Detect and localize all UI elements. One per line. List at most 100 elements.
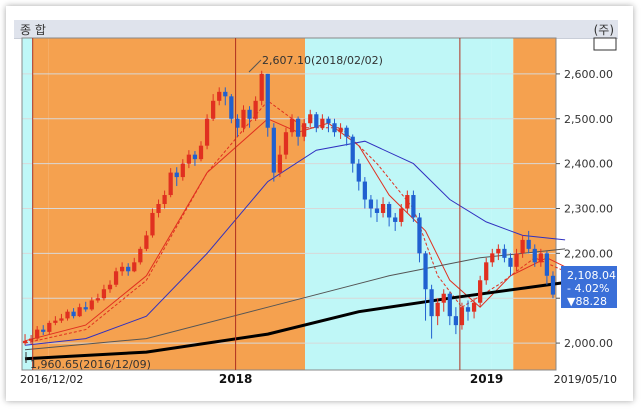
y-tick-label: 2,200.00 (564, 247, 613, 260)
candle-body (107, 284, 113, 290)
candle-body (405, 195, 410, 209)
candle-body (295, 118, 301, 137)
candle-body (120, 266, 125, 272)
band-4 (491, 38, 514, 370)
candle-body (241, 109, 246, 128)
candle-body (453, 316, 458, 326)
unit-label: (주) (593, 23, 614, 37)
candle-body (447, 293, 452, 317)
candle-body (356, 163, 361, 182)
candle-body (247, 109, 252, 119)
candle-body (368, 199, 374, 209)
candle-body (204, 118, 210, 146)
candle-body (277, 154, 283, 173)
candle-body (259, 73, 264, 101)
candle-body (332, 123, 337, 133)
candle-body (89, 300, 94, 310)
y-tick-label: 2,600.00 (564, 68, 613, 81)
candle-body (490, 253, 495, 263)
candle-body (544, 253, 550, 276)
candle-body (217, 91, 222, 101)
candle-body (126, 266, 131, 272)
x-tick-label: 2016/12/02 (20, 373, 83, 386)
candle-body (326, 118, 331, 124)
candle-body (168, 172, 173, 196)
y-tick-label: 2,400.00 (564, 158, 613, 171)
candle-body (265, 73, 270, 128)
candle-body (459, 307, 465, 326)
candle-body (302, 123, 307, 137)
value-badge-box (561, 266, 617, 308)
candle-body (35, 329, 40, 339)
candle-body (229, 96, 234, 119)
candle-body (471, 302, 477, 312)
event-lines (32, 38, 461, 370)
candle-body (526, 239, 531, 249)
candle-body (150, 212, 155, 236)
candle-body (180, 163, 185, 178)
candle-body (47, 322, 52, 332)
high-pointer (248, 59, 262, 73)
candle-body (411, 195, 416, 218)
candle-body (362, 181, 367, 200)
high-annotation: 2,607.10(2018/02/02) (262, 54, 383, 67)
candle-body (380, 204, 386, 213)
lock-icon[interactable] (593, 37, 617, 51)
candle-body (314, 114, 319, 128)
candle-body (132, 262, 137, 272)
candle-body (514, 253, 519, 267)
candle-body (113, 271, 119, 285)
candle-body (520, 239, 525, 254)
candle-body (387, 204, 392, 218)
candle-body (423, 253, 428, 290)
band-0 (22, 38, 33, 370)
candle-body (235, 118, 240, 128)
candle-body (508, 257, 513, 267)
plot-border (21, 37, 557, 371)
candle-body (253, 100, 258, 119)
ma-black-line (24, 281, 566, 361)
y-tick-label: 2,000.00 (564, 337, 613, 350)
y-tick-label: 2,300.00 (564, 202, 613, 215)
candle-body (465, 307, 471, 312)
candle-body (283, 132, 289, 155)
annotations: 2,607.10(2018/02/02) 1,960.65(2016/12/09… (25, 37, 617, 371)
candle-body (22, 340, 28, 344)
band-5 (513, 38, 556, 370)
shaded-bands (22, 38, 556, 370)
candle-body (95, 298, 100, 301)
candle-body (417, 217, 422, 254)
badge-price: 2,108.04 (567, 269, 616, 282)
gridlines (21, 37, 557, 371)
candle-body (156, 204, 161, 213)
candle-body (289, 118, 295, 133)
candle-body (550, 275, 556, 295)
badge-change: ▼88.28 (567, 295, 607, 308)
candle-body (484, 262, 489, 281)
value-badge: 2,108.04 - 4.02% ▼88.28 (561, 266, 617, 308)
candle-body (144, 235, 149, 249)
candle-body (83, 307, 88, 310)
candle-body (138, 248, 143, 263)
candle-body (308, 114, 313, 124)
candle-body (271, 127, 276, 173)
candle-body (344, 127, 349, 137)
candle-body (429, 289, 434, 317)
candle-body (162, 195, 167, 204)
band-1 (32, 38, 49, 370)
candle-body (223, 91, 228, 97)
candle-body (101, 289, 107, 299)
candle-body (211, 100, 216, 119)
x-axis: 2016/12/02 2018 2019 2019/05/10 (20, 372, 617, 386)
candle-body (532, 248, 537, 263)
candle-body (338, 127, 343, 133)
candle-body (393, 217, 398, 222)
candles (22, 70, 556, 346)
x-tick-label: 2019 (470, 372, 503, 386)
candle-body (374, 208, 380, 213)
x-tick-label: 2018 (219, 372, 252, 386)
candle-body (53, 320, 58, 323)
candle-body (320, 118, 325, 128)
candle-body (77, 307, 82, 317)
